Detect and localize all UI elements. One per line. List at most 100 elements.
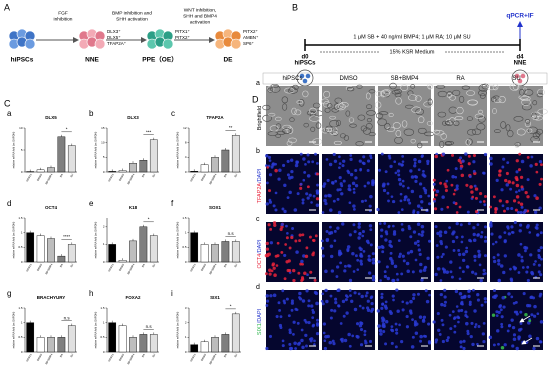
nucleus [441, 252, 445, 256]
nucleus [512, 333, 517, 337]
nucleus [482, 272, 486, 276]
nucleus [315, 322, 320, 326]
nucleus [329, 254, 334, 259]
chart-letter: e [89, 199, 94, 208]
nucleus [420, 200, 424, 204]
cell-texture [349, 123, 357, 128]
nucleus [347, 264, 351, 268]
x-tick-label: SU [233, 263, 238, 268]
nucleus [441, 267, 445, 271]
cell-texture [522, 87, 528, 94]
nucleus [422, 268, 427, 272]
cell-texture [268, 112, 276, 117]
nucleus [365, 291, 369, 295]
cell-texture [302, 90, 309, 98]
nucleus [298, 341, 301, 345]
nucleus [537, 248, 541, 253]
nucleus [336, 188, 340, 192]
nucleus [522, 292, 526, 296]
y-tick-label: 1.5 [18, 306, 23, 310]
y-tick-label: 2 [103, 225, 105, 229]
bar [200, 341, 209, 353]
nucleus [377, 245, 381, 249]
nucleus [474, 187, 479, 191]
column-header: RA [456, 76, 464, 82]
bar [149, 334, 158, 353]
nucleus [362, 155, 366, 159]
nucleus [512, 337, 517, 341]
nucleus [395, 288, 399, 292]
nucleus [284, 243, 287, 246]
y-tick-label: 1.5 [100, 306, 105, 310]
nucleus [390, 325, 394, 329]
nucleus [517, 271, 521, 274]
nucleus [439, 279, 443, 282]
nucleus [321, 302, 325, 306]
nucleus [353, 307, 358, 312]
nucleus [307, 299, 311, 303]
bar [139, 160, 148, 173]
cell-texture [323, 127, 334, 132]
nucleus [308, 193, 312, 197]
cell-texture [321, 98, 329, 105]
cell-texture [388, 112, 394, 118]
cell-texture [270, 85, 281, 93]
nucleus [436, 231, 440, 236]
nucleus [509, 187, 513, 191]
cell-texture [524, 120, 531, 128]
nucleus [515, 177, 519, 181]
row-letter: a [256, 80, 260, 87]
nucleus [356, 268, 360, 272]
nucleus [432, 182, 436, 186]
nucleus [271, 162, 275, 166]
nucleus [480, 303, 484, 307]
cell-texture [282, 128, 292, 134]
cell-texture [493, 98, 502, 103]
nucleus [448, 226, 451, 230]
nucleus [268, 272, 272, 276]
nucleus [348, 188, 352, 192]
nucleus [493, 289, 496, 293]
panel-letter: B [292, 2, 298, 12]
nucleus [315, 332, 320, 336]
nucleus [321, 254, 325, 258]
nucleus [333, 159, 338, 163]
nucleus [495, 314, 499, 317]
nucleus [517, 189, 521, 192]
nucleus [315, 203, 320, 207]
nucleus [401, 300, 405, 304]
nucleus [413, 161, 417, 165]
nucleus [389, 164, 393, 169]
nucleus [413, 164, 417, 168]
cell [302, 78, 308, 84]
nucleus [369, 243, 373, 247]
chart-title: BRACHYURY [37, 295, 66, 300]
cell-texture [513, 116, 524, 122]
nucleus [357, 225, 361, 229]
nucleus [405, 301, 409, 305]
cell-texture [446, 91, 453, 96]
cell-texture [395, 97, 402, 105]
nucleus [338, 166, 341, 170]
cell-texture [275, 133, 281, 138]
cell-texture [287, 87, 298, 94]
row-label-part: TFAP2A [257, 183, 263, 204]
nucleus [476, 293, 480, 297]
x-tick-label: SB+BMP4 [44, 262, 54, 275]
nucleus [411, 335, 415, 339]
cell [299, 73, 305, 79]
nucleus [275, 314, 279, 319]
nucleus [414, 258, 418, 262]
nucleus [269, 227, 273, 231]
nucleus [401, 254, 405, 258]
nucleus [311, 324, 315, 328]
nucleus [482, 322, 486, 325]
nucleus [506, 161, 510, 165]
nucleus [472, 226, 476, 230]
nucleus [347, 332, 351, 337]
chart-letter: f [171, 199, 174, 208]
cell-texture [286, 140, 293, 146]
nucleus [482, 268, 486, 272]
cell-texture [426, 121, 433, 126]
